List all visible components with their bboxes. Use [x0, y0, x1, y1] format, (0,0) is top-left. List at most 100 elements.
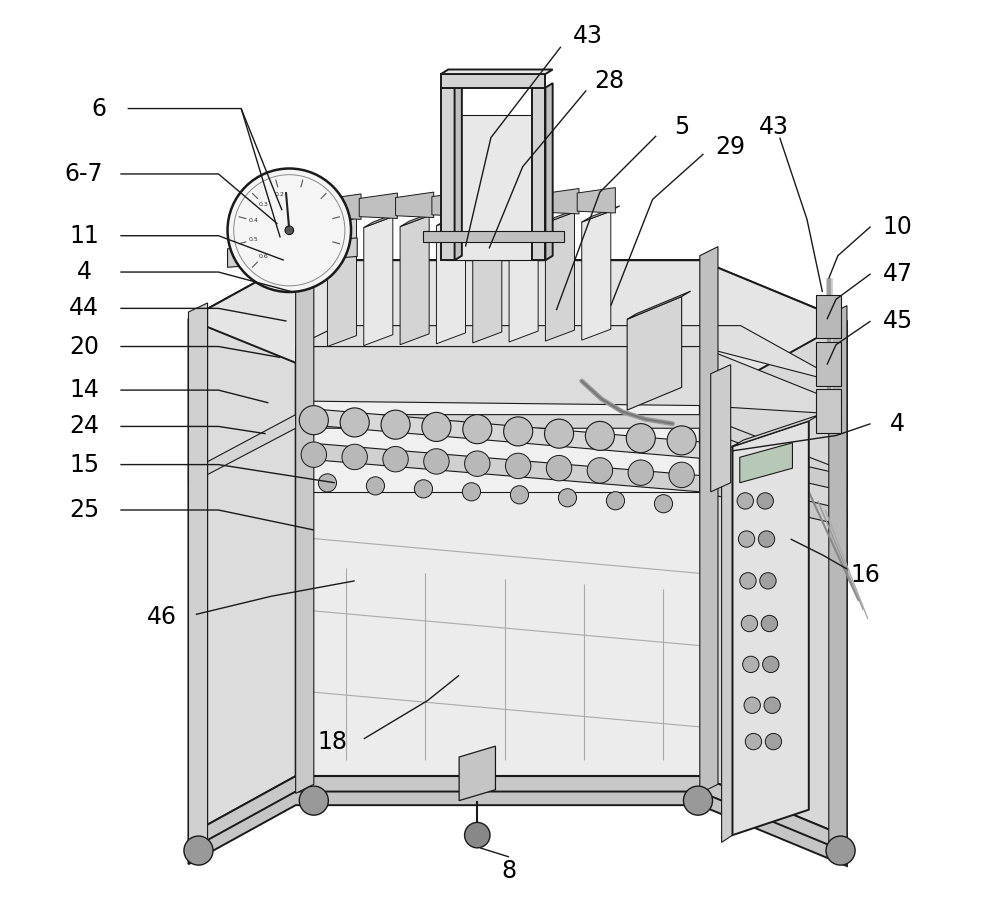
Circle shape	[760, 573, 776, 589]
Polygon shape	[296, 442, 700, 492]
Text: 25: 25	[69, 498, 99, 522]
Circle shape	[381, 410, 410, 439]
Text: 45: 45	[883, 309, 913, 333]
Polygon shape	[432, 191, 470, 217]
Text: 0.3: 0.3	[258, 201, 268, 207]
Polygon shape	[296, 325, 847, 384]
Polygon shape	[400, 216, 429, 344]
Text: 15: 15	[69, 453, 99, 476]
Text: 8: 8	[502, 859, 517, 884]
Text: 46: 46	[147, 605, 177, 630]
Polygon shape	[400, 210, 438, 227]
Polygon shape	[188, 792, 847, 866]
Polygon shape	[188, 303, 208, 853]
Polygon shape	[582, 211, 611, 340]
Circle shape	[764, 697, 780, 713]
Text: 5: 5	[674, 115, 689, 138]
Polygon shape	[541, 189, 579, 214]
Polygon shape	[436, 215, 465, 343]
Polygon shape	[296, 407, 700, 458]
Circle shape	[757, 493, 773, 509]
Polygon shape	[455, 83, 462, 261]
Text: 0.5: 0.5	[249, 238, 258, 242]
Polygon shape	[532, 87, 545, 261]
Polygon shape	[364, 211, 402, 228]
Polygon shape	[545, 83, 553, 261]
Polygon shape	[733, 415, 820, 446]
Circle shape	[546, 456, 572, 481]
Circle shape	[737, 493, 753, 509]
Circle shape	[299, 786, 328, 815]
Polygon shape	[711, 364, 731, 492]
Circle shape	[184, 836, 213, 865]
Text: 24: 24	[69, 415, 99, 438]
Polygon shape	[364, 217, 393, 345]
Polygon shape	[296, 492, 700, 775]
Text: 20: 20	[69, 334, 99, 359]
Polygon shape	[423, 231, 564, 242]
Circle shape	[826, 836, 855, 865]
Polygon shape	[188, 415, 847, 485]
Circle shape	[741, 615, 758, 631]
Polygon shape	[740, 443, 792, 483]
Polygon shape	[582, 206, 620, 222]
Polygon shape	[459, 746, 495, 801]
Text: 43: 43	[759, 115, 789, 138]
Circle shape	[683, 786, 713, 815]
Polygon shape	[441, 69, 553, 74]
Circle shape	[299, 405, 328, 435]
Text: 6-7: 6-7	[65, 162, 103, 186]
Polygon shape	[722, 446, 733, 843]
Polygon shape	[446, 115, 541, 261]
Text: 4: 4	[890, 412, 905, 435]
Polygon shape	[700, 442, 847, 492]
Circle shape	[340, 408, 369, 437]
Polygon shape	[296, 247, 314, 793]
Text: 0.2: 0.2	[275, 192, 285, 197]
Circle shape	[763, 656, 779, 672]
Circle shape	[585, 422, 614, 450]
Polygon shape	[545, 212, 574, 341]
Circle shape	[465, 823, 490, 848]
Circle shape	[342, 445, 367, 470]
Polygon shape	[733, 421, 809, 835]
Circle shape	[628, 460, 653, 486]
Circle shape	[424, 449, 449, 474]
Circle shape	[414, 480, 433, 498]
Circle shape	[318, 474, 337, 492]
Polygon shape	[509, 208, 547, 224]
Polygon shape	[188, 310, 208, 834]
Circle shape	[745, 733, 762, 750]
Text: 14: 14	[69, 378, 99, 402]
Polygon shape	[436, 210, 475, 226]
Circle shape	[383, 446, 408, 472]
Circle shape	[626, 424, 655, 453]
Polygon shape	[188, 261, 847, 380]
Polygon shape	[700, 476, 847, 527]
Circle shape	[606, 492, 625, 510]
Circle shape	[758, 531, 775, 548]
Polygon shape	[296, 346, 847, 415]
Polygon shape	[700, 261, 847, 837]
Polygon shape	[627, 292, 691, 319]
Text: 11: 11	[69, 224, 99, 248]
Circle shape	[654, 495, 673, 513]
Text: 44: 44	[69, 296, 99, 321]
Polygon shape	[627, 297, 682, 410]
Text: 10: 10	[883, 215, 913, 239]
Polygon shape	[327, 218, 357, 346]
Circle shape	[667, 425, 696, 455]
Polygon shape	[545, 207, 584, 223]
Circle shape	[558, 488, 577, 507]
Circle shape	[463, 415, 492, 444]
Polygon shape	[816, 295, 841, 338]
Polygon shape	[577, 188, 615, 213]
Circle shape	[761, 615, 778, 631]
Polygon shape	[327, 212, 366, 229]
Text: 43: 43	[573, 24, 603, 48]
Text: 47: 47	[883, 261, 913, 286]
Text: 29: 29	[716, 135, 746, 159]
Circle shape	[228, 169, 351, 292]
Circle shape	[740, 573, 756, 589]
Polygon shape	[323, 194, 361, 220]
